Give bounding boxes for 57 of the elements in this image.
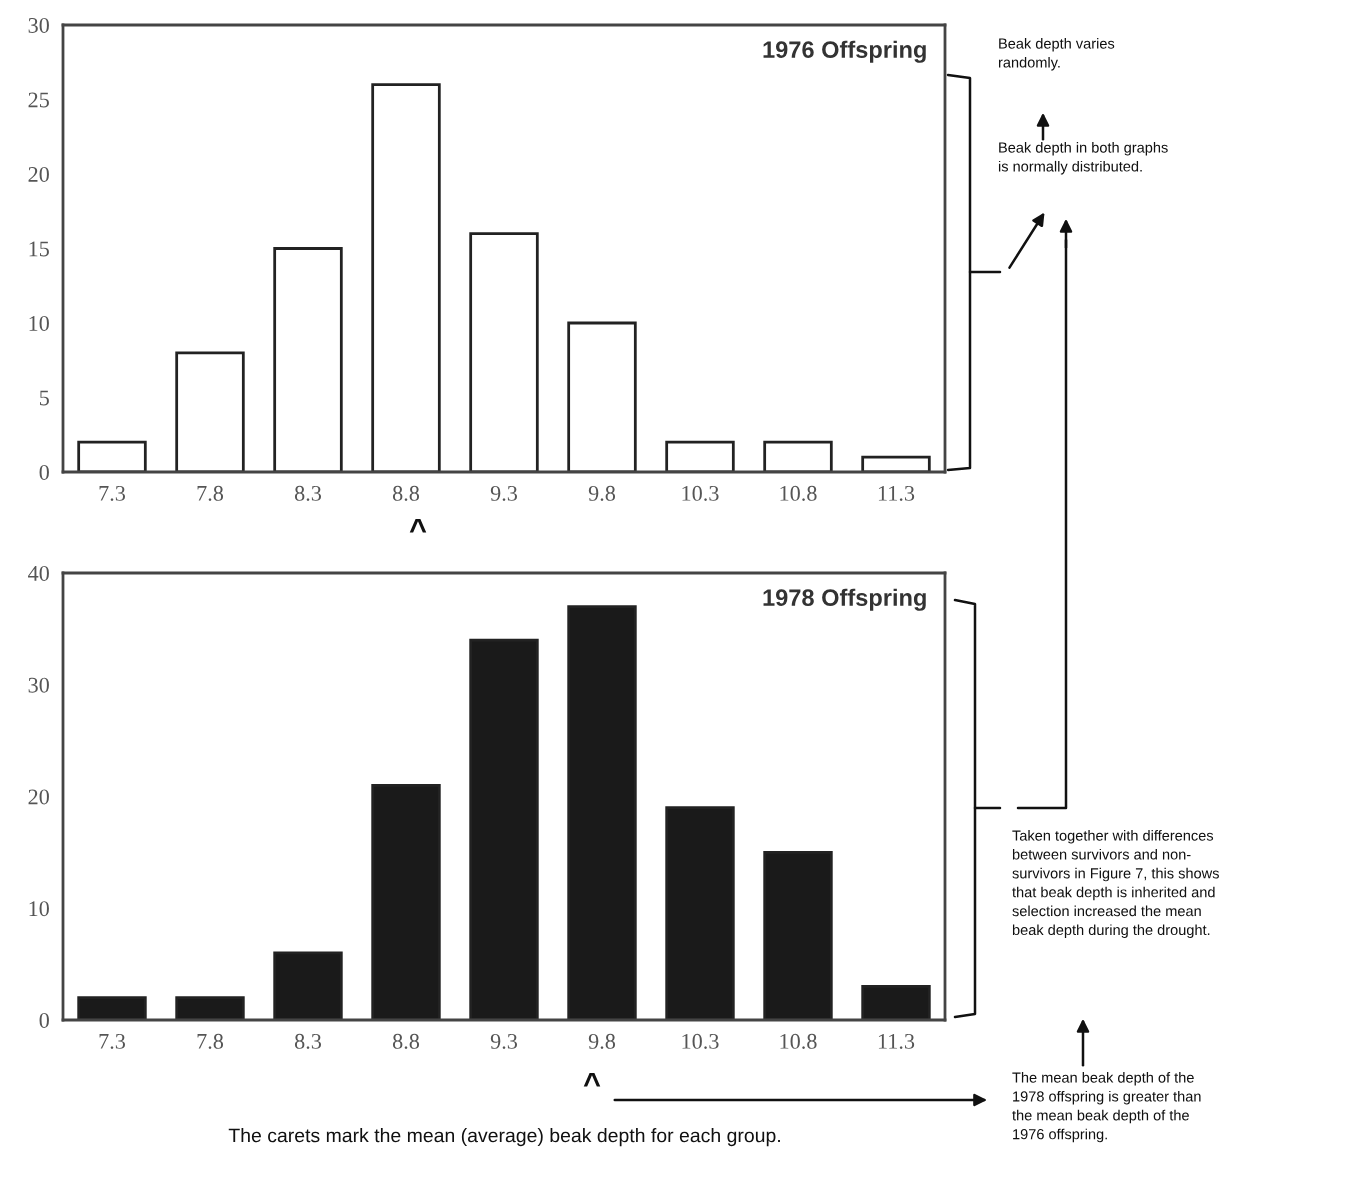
text: Beak depth varies randomly. (998, 38, 1115, 71)
bar (861, 455, 931, 472)
text: The carets mark the mean (average) beak depth for each group. (228, 1128, 780, 1147)
text: 1976 Offspring (763, 40, 926, 63)
x-tick-label: 8.3 (294, 1033, 322, 1049)
text: ^ (409, 519, 427, 533)
bar (567, 321, 637, 472)
text: Beak depth in both graphs is normally distributed. (998, 142, 1168, 175)
bar (175, 351, 245, 472)
y-tick-label: 20 (28, 166, 49, 182)
bar (371, 83, 441, 472)
bar (665, 806, 735, 1020)
bar (77, 996, 147, 1020)
x-tick-label: 11.3 (878, 485, 915, 501)
x-tick-label: 9.8 (588, 1033, 616, 1049)
x-tick-label: 10.8 (780, 1033, 817, 1049)
bar (763, 850, 833, 1020)
text: 1978 Offspring (763, 588, 926, 611)
y-tick-label: 30 (28, 17, 49, 33)
x-tick-label: 9.8 (588, 485, 616, 501)
text: ^ (583, 1073, 601, 1087)
x-tick-label: 9.3 (490, 1033, 518, 1049)
bar (567, 605, 637, 1020)
x-tick-label: 8.8 (392, 485, 420, 501)
y-tick-label: 10 (29, 315, 49, 331)
x-tick-label: 10.3 (682, 1033, 719, 1049)
text: The mean beak depth of the 1978 offspring is greater than the mean beak depth of the 1976 offspring. (1012, 1072, 1201, 1143)
y-tick-label: 5 (39, 390, 49, 406)
bar (77, 440, 147, 472)
x-tick-label: 7.3 (99, 485, 126, 501)
bar (861, 985, 931, 1020)
bar (175, 996, 245, 1020)
x-tick-label: 10.8 (780, 485, 817, 501)
bar (273, 951, 343, 1020)
bar (371, 783, 441, 1020)
y-tick-label: 0 (39, 464, 49, 480)
y-tick-label: 0 (39, 1012, 49, 1028)
x-tick-label: 8.3 (294, 485, 322, 501)
x-tick-label: 9.3 (490, 485, 518, 501)
x-tick-label: 8.8 (392, 1033, 420, 1049)
y-tick-label: 10 (29, 901, 49, 917)
bar (469, 232, 539, 472)
bar (763, 440, 833, 472)
bar (273, 247, 343, 472)
x-tick-label: 7.8 (197, 485, 224, 501)
y-tick-label: 15 (29, 241, 49, 257)
x-tick-label: 10.3 (682, 485, 719, 501)
y-tick-label: 40 (28, 565, 49, 581)
bar (665, 440, 735, 472)
text: Taken together with differences between survivors and non- survivors in Figure 7, this shows that beak depth is inherited and selection increased the mean beak depth during the drought. (1012, 830, 1219, 938)
bar (469, 638, 539, 1020)
x-tick-label: 7.3 (99, 1033, 126, 1049)
x-tick-label: 11.3 (878, 1033, 915, 1049)
y-tick-label: 20 (28, 789, 49, 805)
y-tick-label: 25 (28, 92, 49, 108)
x-tick-label: 7.8 (197, 1033, 224, 1049)
y-tick-label: 30 (28, 677, 49, 693)
